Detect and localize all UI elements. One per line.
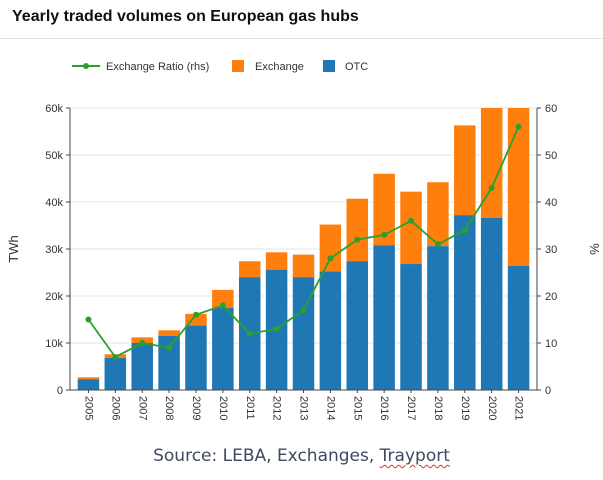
x-tick-label-2009: 2009 [190, 396, 202, 420]
legend-marker-ratio [83, 63, 89, 69]
bar-exchange-2012 [265, 252, 288, 270]
y-tick-label-right: 50 [545, 150, 557, 162]
bar-otc-2014 [319, 271, 342, 390]
y-tick-label-right: 60 [545, 103, 557, 115]
x-tick-label-2017: 2017 [405, 396, 417, 420]
y-tick-label-right: 0 [545, 385, 551, 397]
bar-exchange-2014 [319, 224, 342, 272]
x-tick-label-2006: 2006 [109, 396, 121, 420]
x-tick-label-2019: 2019 [459, 396, 471, 420]
y-tick-label-left: 0 [57, 385, 63, 397]
bar-exchange-2021 [507, 108, 530, 266]
bar-otc-2007 [131, 343, 153, 390]
y-tick-label-right: 20 [545, 291, 557, 303]
bar-exchange-2017 [400, 191, 422, 265]
ratio-point-2019 [461, 227, 468, 234]
ratio-point-2015 [354, 236, 361, 243]
ratio-point-2020 [488, 184, 495, 191]
x-tick-label-2018: 2018 [432, 396, 444, 420]
y-tick-label-left: 40k [45, 197, 63, 209]
ratio-point-2006 [112, 354, 119, 361]
bar-exchange-2019 [454, 125, 476, 216]
ratio-point-2012 [273, 325, 280, 332]
bar-exchange-2005 [77, 377, 100, 380]
x-tick-label-2021: 2021 [513, 396, 525, 420]
legend-swatch-exchange [232, 60, 244, 72]
ratio-point-2013 [300, 307, 307, 314]
y-tick-label-left: 60k [45, 103, 63, 115]
ratio-point-2021 [515, 123, 522, 130]
ratio-point-2011 [246, 330, 253, 337]
x-tick-label-2012: 2012 [271, 396, 283, 420]
legend-label-otc: OTC [345, 61, 368, 73]
y-tick-label-left: 20k [45, 291, 63, 303]
bar-exchange-2013 [292, 254, 315, 278]
x-tick-label-2014: 2014 [324, 396, 336, 420]
y-axis-title-right: % [587, 243, 602, 255]
bar-otc-2008 [158, 335, 180, 390]
source-text: Source: LEBA, Exchanges, [153, 446, 380, 466]
chart: Exchange Ratio (rhs) Exchange OTC 0 10k 20k 30… [6, 60, 602, 420]
ratio-point-2010 [219, 302, 226, 309]
x-tick-label-2010: 2010 [217, 396, 229, 420]
y-tick-label-right: 40 [545, 197, 557, 209]
y-axis-title-left: TWh [6, 235, 21, 262]
bar-otc-2006 [104, 358, 127, 390]
x-tick-label-2007: 2007 [136, 396, 148, 420]
ratio-point-2008 [166, 344, 173, 351]
ratio-point-2014 [327, 255, 334, 262]
y-tick-label-left: 10k [45, 338, 63, 350]
bar-otc-2010 [212, 307, 234, 390]
legend-label-exchange: Exchange [255, 61, 304, 73]
x-tick-label-2013: 2013 [298, 396, 310, 420]
bar-exchange-2011 [238, 261, 261, 278]
ratio-point-2009 [192, 311, 199, 318]
bar-otc-2018 [427, 246, 449, 390]
x-tick-label-2005: 2005 [83, 396, 95, 420]
bar-exchange-2010 [212, 289, 234, 308]
chart-title: Yearly traded volumes on European gas hu… [12, 8, 359, 25]
x-tick-label-2020: 2020 [486, 396, 498, 420]
bar-otc-2016 [373, 245, 395, 390]
source-misspelled-word: Trayport [379, 446, 450, 466]
ratio-point-2007 [139, 340, 146, 346]
y-tick-label-left: 30k [45, 244, 63, 256]
bar-exchange-2009 [185, 313, 207, 326]
y-tick-label-right: 10 [545, 338, 557, 350]
x-tick-label-2015: 2015 [351, 396, 363, 420]
title-divider [0, 38, 603, 39]
legend-swatch-otc [323, 60, 335, 72]
bar-otc-2013 [292, 277, 315, 390]
ratio-point-2017 [408, 217, 415, 224]
bar-otc-2015 [346, 261, 369, 390]
legend-label-ratio: Exchange Ratio (rhs) [106, 61, 209, 73]
ratio-point-2005 [85, 316, 92, 323]
x-tick-label-2008: 2008 [163, 396, 175, 420]
x-tick-label-2011: 2011 [244, 396, 256, 420]
source-note: Source: LEBA, Exchanges, Trayport [0, 446, 603, 466]
bar-exchange-2020 [480, 108, 503, 218]
bar-otc-2005 [77, 379, 100, 390]
ratio-point-2018 [434, 241, 441, 248]
bar-otc-2009 [185, 325, 207, 390]
bar-exchange-2008 [158, 330, 180, 336]
bar-otc-2021 [507, 265, 530, 390]
bar-otc-2017 [400, 264, 422, 390]
bar-exchange-2015 [346, 198, 369, 262]
bar-exchange-2018 [427, 182, 449, 247]
bar-otc-2020 [480, 217, 503, 390]
bar-otc-2019 [454, 215, 476, 390]
ratio-point-2016 [381, 231, 388, 238]
x-tick-label-2016: 2016 [378, 396, 390, 420]
y-tick-label-right: 30 [545, 244, 557, 256]
bar-exchange-2016 [373, 173, 395, 246]
y-tick-label-left: 50k [45, 150, 63, 162]
